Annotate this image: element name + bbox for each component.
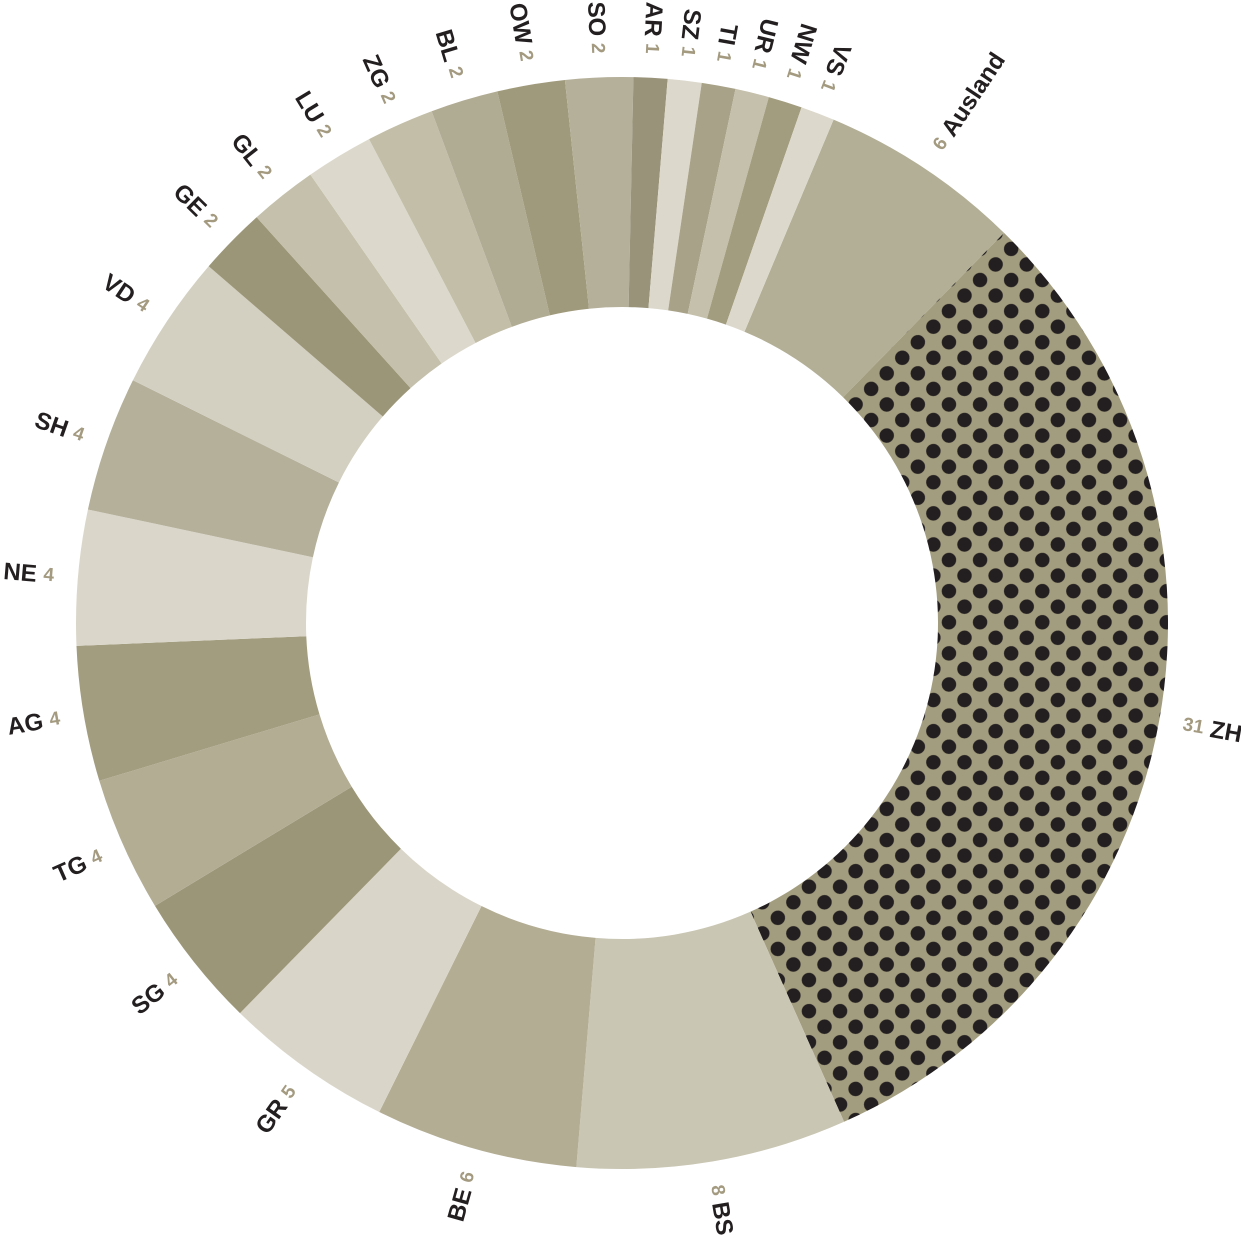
slice-value-label: 31 — [1181, 714, 1206, 738]
label-ar: AR 1 — [638, 1, 668, 55]
slice-label: VS 1 — [814, 40, 857, 96]
slice-bs — [576, 911, 845, 1169]
slice-label: VD 4 — [98, 268, 155, 319]
slice-label: GL 2 — [226, 128, 279, 184]
slice-label: AG 4 — [5, 705, 62, 741]
label-ne: NE 4 — [2, 558, 55, 589]
label-ti: TI 1 — [710, 22, 744, 65]
slice-ti — [668, 82, 736, 314]
label-vs: VS 1 — [814, 40, 857, 96]
label-so: SO 2 — [582, 1, 611, 54]
slice-ar — [628, 77, 668, 309]
slice-ne — [75, 509, 313, 646]
slice-name-label: OW — [504, 1, 538, 47]
label-gl: GL 2 — [226, 128, 279, 184]
slice-lu — [310, 139, 476, 364]
label-be: BE 6 — [442, 1168, 482, 1224]
slice-gr — [239, 848, 482, 1113]
label-sg: SG 4 — [126, 966, 184, 1020]
slice-name-label: SZ — [676, 8, 706, 42]
slice-value-label: 4 — [43, 564, 56, 586]
slice-ow — [497, 79, 589, 316]
slice-name-label: ZH — [1208, 716, 1241, 748]
slice-ge — [208, 217, 411, 417]
slice-sh — [87, 380, 339, 558]
label-zh: 31 ZH — [1181, 711, 1241, 748]
slice-label: OW 2 — [504, 1, 540, 63]
donut-slices — [75, 76, 1168, 1169]
slice-label: SO 2 — [582, 1, 611, 54]
slice-sg — [154, 786, 401, 1014]
slice-ausland — [744, 119, 1005, 398]
label-bs: 8 BS — [704, 1183, 739, 1237]
slice-name-label: NE — [2, 558, 37, 588]
slice-name-label: AR — [639, 1, 668, 37]
label-gr: GR 5 — [250, 1079, 303, 1139]
slice-name-label: TI — [713, 22, 743, 48]
slice-label: GE 2 — [168, 178, 224, 234]
slice-label: AR 1 — [638, 1, 668, 55]
slice-ur — [687, 88, 769, 319]
label-nw: NW 1 — [779, 20, 822, 83]
label-ge: GE 2 — [168, 178, 224, 234]
slice-nw — [706, 97, 802, 325]
slice-label: NW 1 — [779, 20, 822, 83]
label-ur: UR 1 — [745, 16, 784, 73]
slice-vs — [725, 107, 834, 332]
slice-zh — [750, 232, 1168, 1122]
slice-name-label: BS — [707, 1200, 739, 1237]
slice-label: SZ 1 — [674, 8, 706, 59]
label-sz: SZ 1 — [674, 8, 706, 59]
label-lu: LU 2 — [290, 86, 339, 142]
slice-value-label: 8 — [707, 1183, 729, 1197]
slice-vd — [132, 266, 383, 483]
slice-zg — [369, 111, 512, 343]
slice-label: BL 2 — [430, 26, 470, 81]
slice-value-label: 1 — [641, 43, 663, 55]
slice-label: BE 6 — [442, 1168, 482, 1224]
slice-be — [379, 906, 596, 1168]
slice-bl — [431, 91, 550, 327]
slice-value-label: 4 — [48, 708, 62, 731]
slice-gl — [256, 174, 442, 389]
slice-label: SG 4 — [126, 966, 184, 1020]
label-bl: BL 2 — [430, 26, 470, 81]
slice-ag — [76, 636, 320, 781]
slice-name-label: SO — [582, 1, 610, 37]
label-sh: SH 4 — [31, 406, 88, 448]
slice-label: UR 1 — [745, 16, 784, 73]
slice-sz — [648, 78, 702, 311]
slice-label: 6 Ausland — [926, 48, 1010, 156]
label-ausland: 6 Ausland — [926, 48, 1011, 156]
slice-label: TI 1 — [710, 22, 743, 65]
label-zg: ZG 2 — [357, 51, 402, 108]
label-tg: TG 4 — [50, 842, 108, 888]
slice-tg — [99, 714, 352, 906]
slice-name-label: Ausland — [936, 48, 1011, 142]
slice-label: 31 ZH — [1181, 711, 1241, 748]
slice-so — [564, 76, 634, 309]
slice-label: SH 4 — [31, 406, 88, 448]
slice-label: NE 4 — [2, 558, 55, 589]
label-vd: VD 4 — [98, 268, 155, 319]
slice-label: ZG 2 — [357, 51, 402, 108]
label-ow: OW 2 — [504, 1, 540, 63]
slice-label: 8 BS — [704, 1183, 739, 1237]
slice-name-label: AG — [5, 708, 45, 741]
slice-label: GR 5 — [250, 1079, 303, 1138]
slice-value-label: 1 — [713, 50, 736, 65]
slice-label: TG 4 — [50, 842, 108, 887]
label-ag: AG 4 — [5, 705, 62, 741]
slice-value-label: 1 — [677, 45, 699, 58]
slice-value-label: 2 — [587, 42, 608, 53]
slice-label: LU 2 — [290, 86, 339, 142]
slice-value-label: 2 — [515, 49, 537, 63]
